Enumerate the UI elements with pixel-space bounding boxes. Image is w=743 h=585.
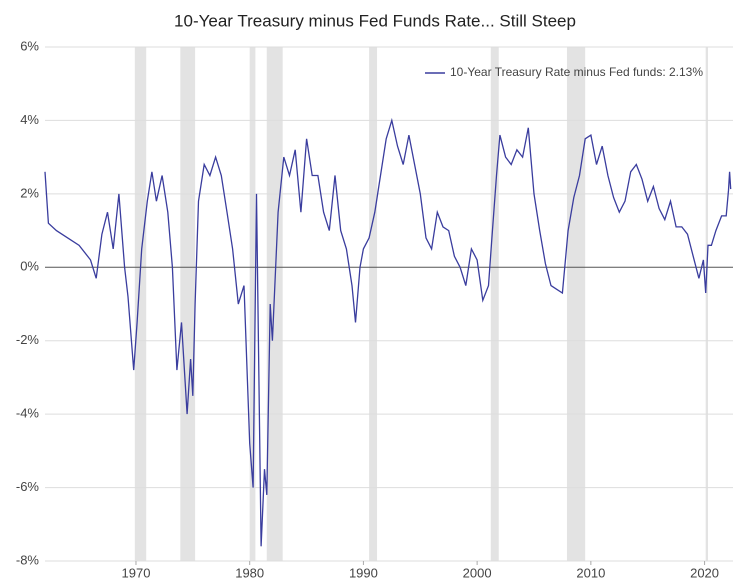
x-tick-label: 1990 — [349, 565, 378, 580]
recession-band — [490, 47, 499, 561]
y-tick-label: -4% — [16, 406, 40, 421]
x-tick-label: 2010 — [576, 565, 605, 580]
x-tick-label: 1970 — [122, 565, 151, 580]
recession-band — [266, 47, 283, 561]
y-tick-label: 6% — [20, 38, 39, 53]
recession-band — [705, 47, 708, 561]
recession-band — [134, 47, 147, 561]
chart-title: 10-Year Treasury minus Fed Funds Rate...… — [174, 11, 576, 30]
recession-band — [249, 47, 256, 561]
y-tick-label: -8% — [16, 552, 40, 567]
y-tick-label: -6% — [16, 479, 40, 494]
x-tick-label: 1980 — [235, 565, 264, 580]
recession-band — [369, 47, 378, 561]
legend-label: 10-Year Treasury Rate minus Fed funds: 2… — [450, 65, 703, 79]
recession-band — [180, 47, 196, 561]
y-tick-label: 4% — [20, 112, 39, 127]
y-tick-label: 0% — [20, 259, 39, 274]
y-tick-label: -2% — [16, 332, 40, 347]
x-tick-label: 2000 — [463, 565, 492, 580]
recession-band — [566, 47, 586, 561]
series-line — [44, 117, 732, 547]
y-tick-label: 2% — [20, 185, 39, 200]
x-tick-label: 2020 — [690, 565, 719, 580]
